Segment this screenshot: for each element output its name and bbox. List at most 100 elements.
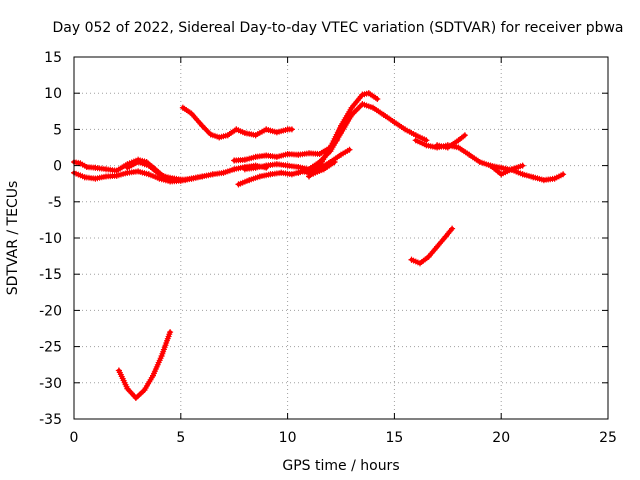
y-tick-label: -5: [48, 195, 62, 211]
data-point: [199, 173, 206, 180]
series-arc-n: [408, 225, 456, 267]
data-point: [519, 171, 526, 178]
data-point: [124, 164, 131, 171]
data-point: [359, 91, 366, 98]
data-point: [423, 142, 430, 149]
data-point: [188, 175, 195, 182]
data-point: [306, 173, 312, 180]
data-point: [306, 166, 312, 173]
data-point: [370, 104, 376, 111]
data-point: [498, 171, 505, 178]
data-point: [530, 174, 537, 181]
data-point: [124, 385, 131, 392]
data-point: [348, 104, 355, 111]
data-point: [145, 171, 152, 178]
data-series: [71, 90, 567, 401]
y-tick-label: -25: [39, 340, 62, 356]
data-point: [220, 169, 227, 176]
data-point: [241, 166, 248, 173]
data-point: [273, 153, 280, 160]
data-point: [177, 177, 184, 184]
data-point: [316, 151, 323, 157]
series-arc-i: [306, 90, 381, 180]
series-arc-k: [434, 132, 468, 151]
y-tick-label: -10: [39, 231, 62, 247]
data-point: [188, 110, 195, 117]
data-point: [199, 122, 206, 129]
data-point: [284, 162, 291, 169]
data-point: [263, 152, 270, 159]
series-arc-d: [179, 104, 295, 141]
y-tick-label: -30: [39, 376, 62, 392]
data-point: [252, 153, 259, 160]
data-point: [92, 175, 99, 182]
data-point: [455, 137, 462, 144]
data-point: [209, 171, 216, 178]
data-point: [461, 132, 468, 139]
data-point: [167, 329, 174, 336]
chart-title: Day 052 of 2022, Sidereal Day-to-day VTE…: [52, 20, 623, 36]
data-point: [167, 175, 174, 182]
data-point: [338, 151, 344, 158]
data-point: [141, 387, 148, 393]
x-tick-label: 25: [599, 430, 617, 446]
data-point: [150, 372, 156, 379]
series-markers: [408, 227, 454, 267]
x-tick-label: 5: [176, 430, 185, 446]
data-point: [252, 132, 259, 139]
data-point: [519, 162, 526, 169]
data-point: [77, 160, 84, 167]
axis-ticks: 0 5 10 15 20 25 15 10 5 0 -5 -10 -15 -20 -25 -30 -35: [39, 50, 617, 446]
y-tick-label: -20: [39, 303, 62, 319]
data-point: [103, 166, 109, 173]
data-point: [241, 156, 248, 163]
y-tick-label: 10: [44, 86, 62, 102]
x-axis-title: GPS time / hours: [282, 458, 399, 474]
data-point: [346, 146, 353, 153]
data-point: [135, 159, 142, 165]
data-point: [224, 132, 231, 139]
data-point: [434, 243, 441, 250]
x-tick-label: 15: [385, 430, 403, 446]
series-arc-l: [487, 162, 526, 178]
x-tick-label: 10: [279, 430, 297, 446]
data-point: [295, 164, 302, 170]
data-point: [231, 166, 238, 173]
data-point: [498, 164, 505, 171]
data-point: [560, 171, 567, 178]
data-point: [216, 134, 223, 141]
y-tick-label: -15: [39, 267, 62, 283]
data-point: [487, 162, 494, 169]
data-point: [267, 171, 274, 178]
data-point: [540, 177, 547, 184]
data-point: [444, 144, 451, 151]
data-point: [263, 126, 270, 133]
data-point: [391, 119, 398, 126]
data-point: [273, 161, 280, 168]
data-point: [284, 151, 291, 157]
data-point: [327, 159, 334, 165]
data-point: [156, 171, 163, 178]
y-tick-label: 5: [53, 122, 62, 138]
series-arc-h: [295, 101, 430, 176]
data-point: [273, 129, 280, 136]
data-point: [278, 169, 285, 176]
y-tick-label: 0: [53, 159, 62, 175]
grid: [74, 57, 608, 419]
data-point: [92, 164, 99, 171]
data-point: [246, 177, 253, 184]
x-tick-label: 20: [492, 430, 510, 446]
data-point: [380, 111, 387, 118]
data-point: [241, 130, 248, 136]
series-markers: [295, 101, 428, 176]
data-point: [408, 256, 415, 263]
data-point: [288, 171, 295, 178]
data-point: [295, 169, 302, 176]
data-point: [231, 157, 238, 164]
data-point: [476, 159, 483, 165]
data-point: [179, 104, 186, 111]
x-tick-label: 0: [70, 430, 79, 446]
data-point: [417, 260, 423, 267]
data-point: [374, 96, 381, 102]
